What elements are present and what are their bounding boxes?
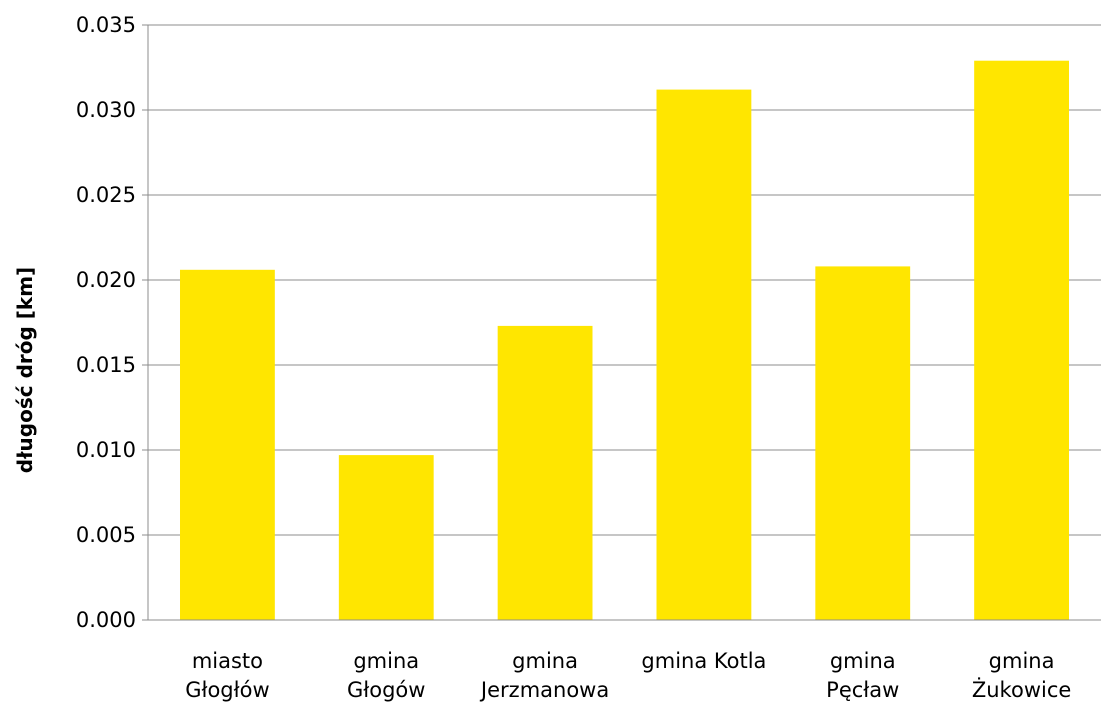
- x-category-label-line: miasto: [192, 649, 263, 673]
- bar: [815, 266, 911, 620]
- bar: [338, 455, 434, 620]
- x-category-label: gmina Kotla: [641, 649, 766, 673]
- axes: [147, 25, 1101, 621]
- x-category-label-line: Jerzmanowa: [479, 678, 609, 702]
- y-tick-label: 0.000: [76, 608, 136, 632]
- bar: [497, 325, 593, 620]
- bar: [656, 89, 752, 621]
- y-tick-label: 0.030: [76, 98, 136, 122]
- y-tick-label: 0.015: [76, 353, 136, 377]
- x-category-label-line: gmina Kotla: [641, 649, 766, 673]
- gridlines: [148, 24, 1101, 536]
- y-tick-labels: 0.000 0.005 0.010 0.015 0.020 0.025 0.030 0.035: [76, 13, 148, 632]
- y-tick-label: 0.025: [76, 183, 136, 207]
- x-category-label: gmina Pęcław: [826, 649, 899, 702]
- x-category-label-line: Pęcław: [826, 678, 899, 702]
- x-category-label-line: Głogów: [347, 678, 425, 702]
- bar: [974, 60, 1069, 620]
- y-tick-label: 0.005: [76, 523, 136, 547]
- x-category-label: miasto Głogłów: [185, 649, 269, 702]
- x-category-label: gmina Żukowice: [972, 649, 1071, 702]
- bar: [180, 269, 275, 620]
- x-category-label-line: Żukowice: [972, 677, 1071, 702]
- x-category-label-line: gmina: [830, 649, 896, 673]
- bars: [180, 60, 1069, 621]
- x-category-label: gmina Głogów: [347, 649, 425, 702]
- x-category-label: gmina Jerzmanowa: [479, 649, 609, 702]
- y-axis-title: długość dróg [km]: [13, 267, 37, 473]
- x-category-label-line: gmina: [512, 649, 578, 673]
- y-tick-label: 0.020: [76, 268, 136, 292]
- x-category-label-line: gmina: [353, 649, 419, 673]
- x-category-label-line: gmina: [989, 649, 1055, 673]
- x-category-label-line: Głogłów: [185, 678, 269, 702]
- y-tick-label: 0.035: [76, 13, 136, 37]
- y-tick-label: 0.010: [76, 438, 136, 462]
